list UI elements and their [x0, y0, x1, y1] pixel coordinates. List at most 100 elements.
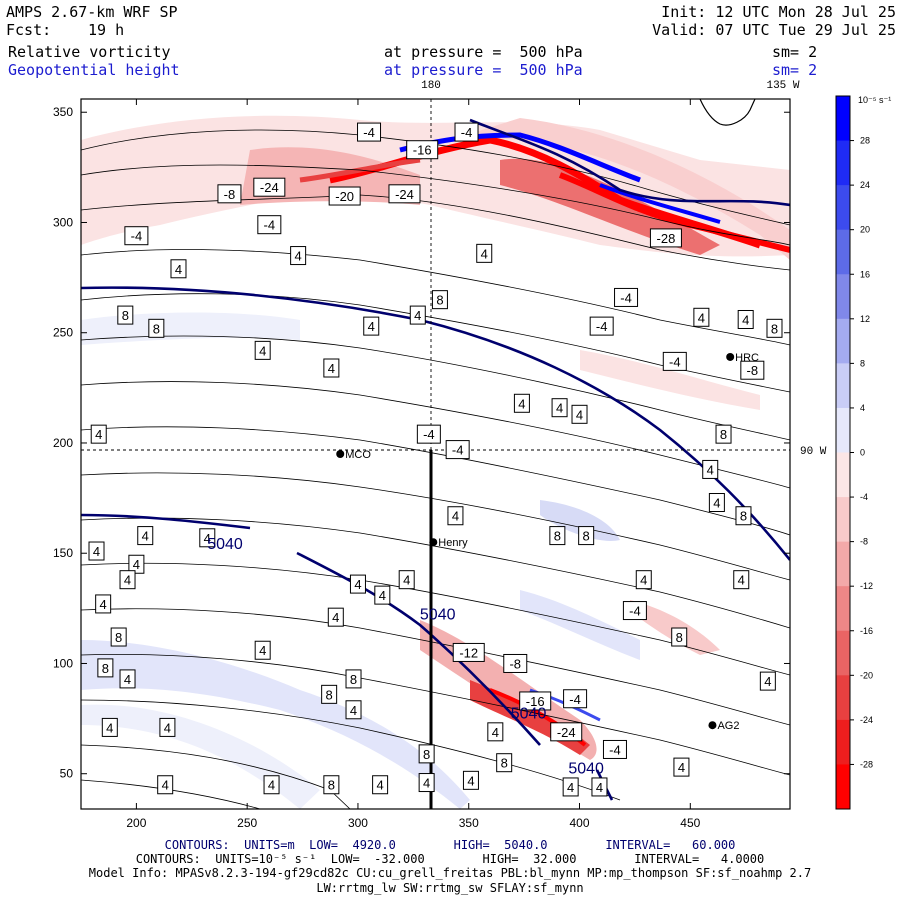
- label-box: [290, 246, 307, 266]
- label-text: -28: [657, 231, 676, 246]
- vorticity-contour-label: 4: [128, 554, 145, 574]
- label-box: [119, 669, 136, 689]
- label-text: 8: [350, 672, 357, 687]
- label-text: 4: [596, 780, 603, 795]
- label-box: [766, 318, 783, 338]
- vorticity-contour-label: 8: [97, 658, 114, 678]
- vorticity-contour-label: 8: [735, 506, 752, 526]
- y-tick-label: 100: [53, 656, 73, 670]
- vorticity-contour-label: -4: [563, 689, 588, 709]
- vorticity-contour-label: 4: [363, 316, 380, 336]
- colorbar-tick-label: -8: [860, 537, 868, 547]
- vorticity-contour-label: 4: [323, 358, 340, 378]
- label-text: -24: [260, 180, 279, 195]
- vorticity-contour-info: CONTOURS: UNITS=10⁻⁵ s⁻¹ LOW= -32.000 HI…: [135, 852, 765, 866]
- vorticity-contour-label: -8: [503, 653, 528, 673]
- vorticity-contour-label: 4: [254, 640, 271, 660]
- label-box: [257, 215, 282, 235]
- label-text: 4: [93, 544, 100, 559]
- valid-time: Valid: 07 UTC Tue 29 Jul 25: [652, 21, 896, 39]
- model-info: Model Info: MPASv8.2.3-194-gf29cd82c CU:…: [88, 866, 812, 880]
- label-box: [702, 459, 719, 479]
- colorbar-tick-label: 8: [860, 358, 865, 368]
- label-text: -4: [363, 125, 375, 140]
- vorticity-contour-label: 4: [551, 398, 568, 418]
- label-box: [693, 307, 710, 327]
- label-text: 4: [742, 312, 749, 327]
- vorticity-contour-label: -4: [614, 287, 639, 307]
- forecast-hour: 19 h: [88, 21, 125, 39]
- label-box: [321, 684, 338, 704]
- x-tick-label: 200: [126, 816, 146, 830]
- colorbar-segment: [836, 675, 850, 721]
- colorbar-segment: [836, 140, 850, 186]
- label-box: [503, 653, 528, 673]
- x-tick-label: 450: [680, 816, 700, 830]
- vorticity-contour-label: 4: [90, 424, 107, 444]
- label-text: 4: [142, 529, 149, 544]
- label-box: [550, 722, 583, 742]
- label-text: 4: [403, 573, 410, 588]
- vorticity-contour-label: 4: [673, 757, 690, 777]
- label-box: [124, 226, 149, 246]
- x-tick-label: 400: [570, 816, 590, 830]
- vorticity-contour-label: 8: [323, 775, 340, 795]
- field1-level: at pressure = 500 hPa: [384, 43, 583, 61]
- label-box: [101, 717, 118, 737]
- label-text: 4: [764, 674, 771, 689]
- label-box: [602, 739, 627, 759]
- colorbar-segment: [836, 185, 850, 231]
- field2-level: at pressure = 500 hPa: [384, 61, 583, 79]
- label-box: [345, 700, 362, 720]
- vorticity-contour-label: 4: [737, 309, 754, 329]
- label-text: 4: [268, 778, 275, 793]
- colorbar-tick-label: -24: [860, 715, 873, 725]
- vorticity-contour-label: 4: [199, 528, 216, 548]
- station-label: AG2: [717, 720, 739, 732]
- label-text: 8: [153, 321, 160, 336]
- station-dot: [708, 721, 717, 730]
- label-box: [323, 358, 340, 378]
- label-text: 4: [100, 597, 107, 612]
- vorticity-contour-label: 4: [476, 243, 493, 263]
- colorbar-segment: [836, 541, 850, 587]
- x-tick-label: 250: [237, 816, 257, 830]
- label-box: [217, 184, 242, 204]
- label-box: [431, 290, 448, 310]
- colorbar-segment: [836, 96, 850, 142]
- vorticity-contour-label: 4: [398, 570, 415, 590]
- model-info-radiation: LW:rrtmg_lw SW:rrtmg_sw SFLAY:sf_mynn: [316, 881, 584, 895]
- label-box: [363, 316, 380, 336]
- label-box: [571, 404, 588, 424]
- vorticity-contour-label: 4: [254, 340, 271, 360]
- label-box: [578, 526, 595, 546]
- vorticity-contour-label: -4: [124, 226, 149, 246]
- vorticity-contour-label: 4: [345, 700, 362, 720]
- label-text: -24: [395, 187, 414, 202]
- label-text: 4: [492, 725, 499, 740]
- label-text: 4: [164, 720, 171, 735]
- colorbar: 28 24 20 16 12 8 4 0 -4 -8 -12 -16 -20 -24 -28: [835, 95, 873, 810]
- label-text: 4: [576, 407, 583, 422]
- label-text: -4: [596, 319, 608, 334]
- label-text: -16: [413, 143, 432, 158]
- vorticity-contour-label: 4: [159, 717, 176, 737]
- vorticity-contour-label: 4: [372, 775, 389, 795]
- label-text: -24: [557, 725, 576, 740]
- label-box: [117, 305, 134, 325]
- label-text: 4: [452, 509, 459, 524]
- label-text: 4: [95, 427, 102, 442]
- vorticity-contour-label: 4: [327, 607, 344, 627]
- field1-smoothing: sm= 2: [772, 43, 818, 61]
- label-text: 4: [518, 396, 525, 411]
- vorticity-contour-label: -4: [416, 424, 441, 444]
- vorticity-contour-label: 4: [88, 541, 105, 561]
- label-text: -4: [609, 742, 621, 757]
- label-box: [263, 775, 280, 795]
- label-text: 4: [350, 703, 357, 718]
- vorticity-contour-label: -24: [550, 722, 583, 742]
- colorbar-tick-label: -4: [860, 492, 868, 502]
- label-box: [737, 309, 754, 329]
- vorticity-contour-label: 8: [148, 318, 165, 338]
- vorticity-contour-label: -4: [622, 601, 647, 621]
